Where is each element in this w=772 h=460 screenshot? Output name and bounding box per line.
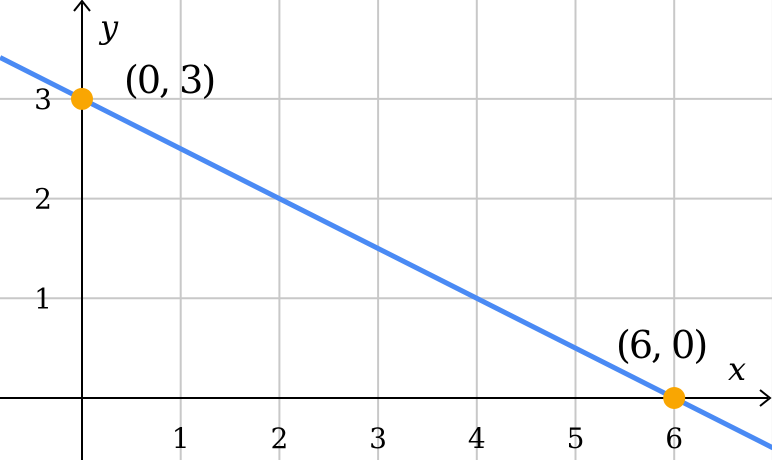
x-tick-label: 1 — [172, 422, 190, 455]
x-tick-label: 5 — [567, 422, 585, 455]
y-tick-label: 3 — [34, 83, 52, 116]
x-axis-arrow-icon — [759, 389, 772, 407]
x-tick-label: 2 — [270, 422, 288, 455]
x-axis-label: x — [728, 350, 746, 388]
point-label: (0, 3) — [124, 58, 214, 102]
x-tick-label: 4 — [468, 422, 486, 455]
y-axis-label: y — [98, 8, 119, 46]
data-point — [71, 87, 93, 110]
tick-labels: 1 2 3 4 5 6 1 2 3 — [34, 83, 683, 455]
point-label: (6, 0) — [616, 323, 706, 367]
points — [71, 87, 686, 409]
y-axis-arrow-icon — [73, 0, 91, 12]
y-tick-label: 1 — [34, 282, 52, 315]
y-tick-label: 2 — [34, 183, 52, 216]
x-tick-label: 6 — [665, 422, 683, 455]
line-series — [0, 55, 772, 451]
data-point — [663, 387, 686, 409]
x-tick-label: 3 — [369, 422, 387, 455]
